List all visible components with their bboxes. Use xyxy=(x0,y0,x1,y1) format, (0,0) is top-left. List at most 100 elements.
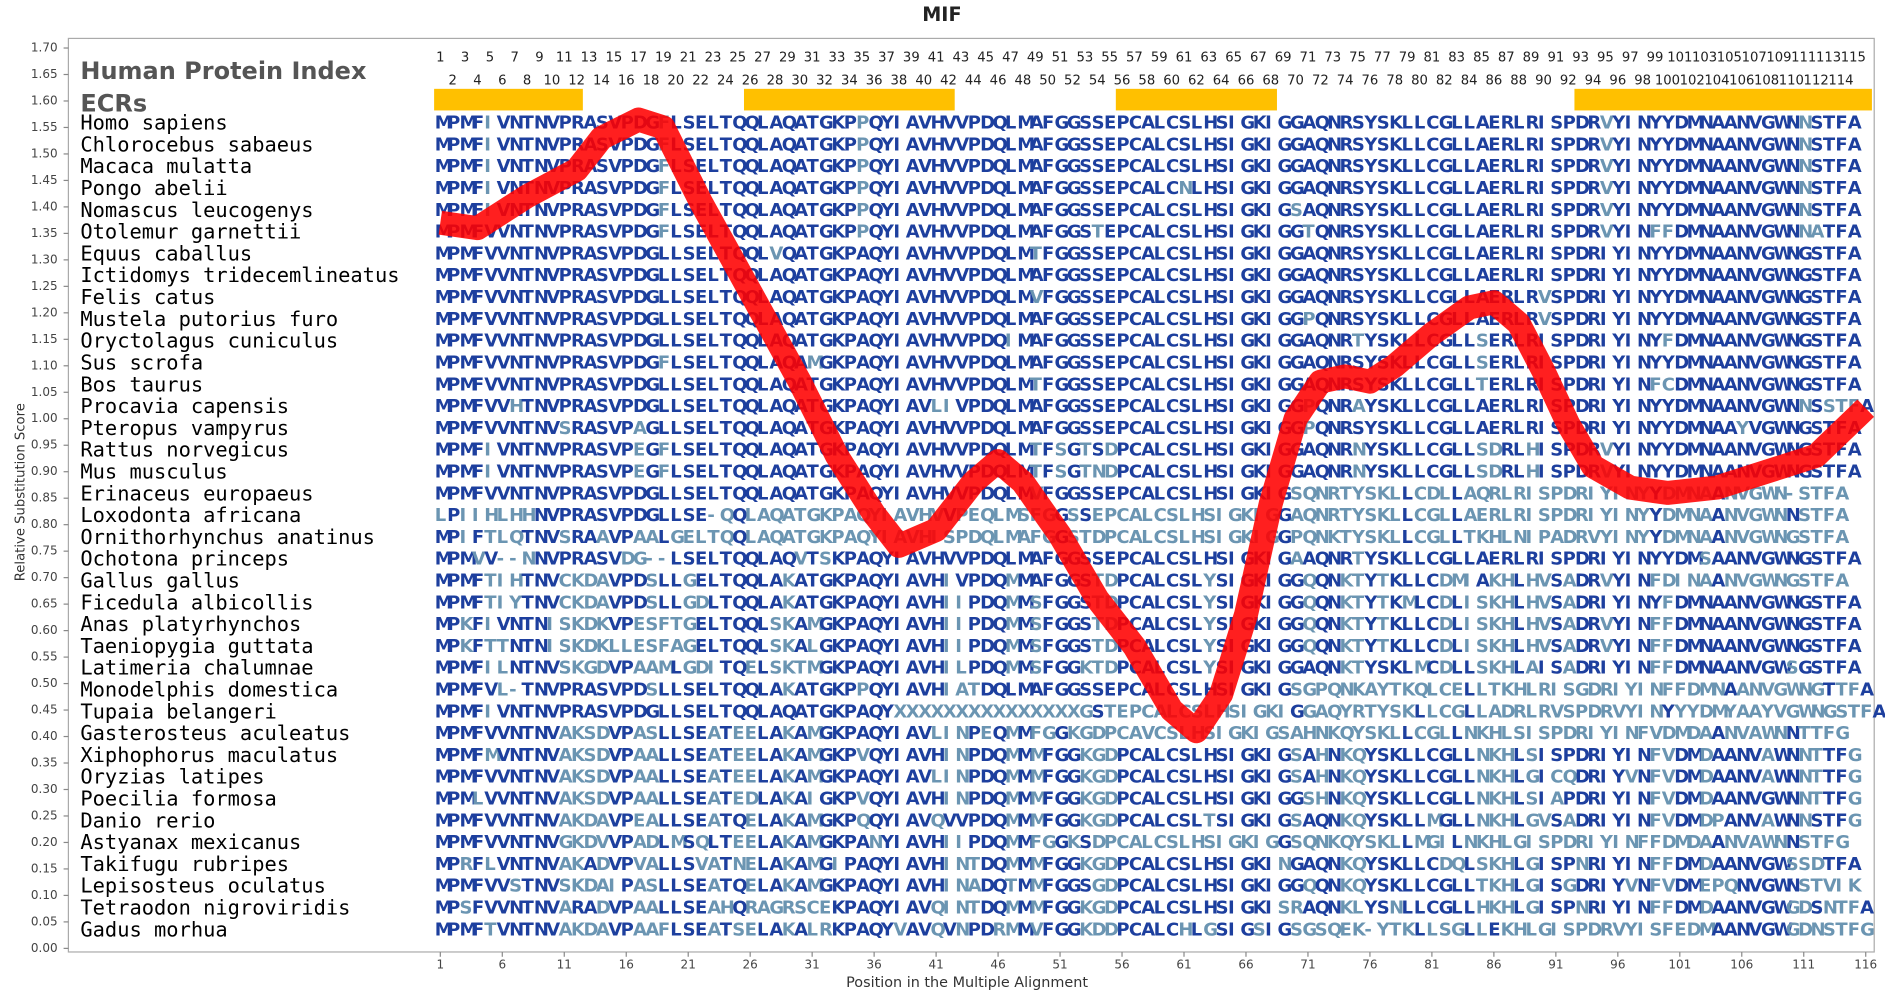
residue: S xyxy=(1030,636,1043,657)
residue: A xyxy=(1848,156,1862,177)
residue: T xyxy=(1823,549,1836,570)
residue: G xyxy=(1240,178,1255,199)
human-index: 12 xyxy=(568,73,585,88)
residue: T xyxy=(720,679,733,700)
residue: P xyxy=(621,222,634,243)
residue: P xyxy=(1116,745,1129,766)
residue: D xyxy=(1674,243,1689,264)
residue: I xyxy=(1538,222,1545,243)
residue: C xyxy=(1129,461,1142,482)
residue: K xyxy=(1389,113,1404,134)
residue: L xyxy=(1154,113,1165,134)
residue: I xyxy=(1265,156,1272,177)
residue: F xyxy=(472,440,484,461)
residue: S xyxy=(1811,810,1824,831)
plot-frame xyxy=(67,37,1875,953)
residue: V xyxy=(918,113,932,134)
residue: H xyxy=(931,243,946,264)
residue: I xyxy=(1538,897,1545,918)
residue: M xyxy=(1017,222,1035,243)
residue: C xyxy=(1426,570,1439,591)
residue: S xyxy=(1216,287,1229,308)
residue: G xyxy=(819,222,834,243)
residue: G xyxy=(1439,134,1454,155)
residue: L xyxy=(658,396,669,417)
residue: G xyxy=(819,178,834,199)
residue: T xyxy=(1811,505,1824,526)
residue: I xyxy=(484,134,491,155)
residue: S xyxy=(1538,483,1551,504)
residue: S xyxy=(1377,745,1390,766)
residue: T xyxy=(521,636,534,657)
residue: S xyxy=(683,549,696,570)
residue: I xyxy=(1228,745,1235,766)
residue: P xyxy=(856,134,869,155)
residue: T xyxy=(484,592,497,613)
residue: C xyxy=(1129,134,1142,155)
residue: Y xyxy=(1661,243,1676,264)
residue: I xyxy=(1625,614,1632,635)
residue: R xyxy=(571,222,585,243)
residue: F xyxy=(1042,156,1054,177)
residue: E xyxy=(732,767,744,788)
residue: S xyxy=(1178,745,1191,766)
residue: P xyxy=(1116,440,1129,461)
residue: G xyxy=(1067,156,1082,177)
residue: S xyxy=(1216,745,1229,766)
residue: F xyxy=(1042,876,1054,897)
residue: I xyxy=(1587,723,1594,744)
residue: S xyxy=(1092,156,1105,177)
residue: N xyxy=(1736,156,1751,177)
species-name: Takifugu rubripes xyxy=(80,852,289,876)
residue: E xyxy=(745,745,757,766)
residue: E xyxy=(695,440,707,461)
residue: I xyxy=(1600,810,1607,831)
residue: L xyxy=(1191,919,1202,940)
sequence: MPMFVVNTNVAKSDVPAALLSEATEELAKAMGKPAQYI AV… xyxy=(435,767,1863,788)
residue: T xyxy=(1823,265,1836,286)
residue: F xyxy=(1835,810,1847,831)
residue: T xyxy=(1389,679,1402,700)
human-index: 58 xyxy=(1138,73,1155,88)
residue: S xyxy=(1092,309,1105,330)
residue: I xyxy=(893,156,900,177)
residue: I xyxy=(943,745,950,766)
residue: P xyxy=(844,658,857,679)
residue: T xyxy=(807,549,820,570)
residue: P xyxy=(968,658,981,679)
residue: S xyxy=(1253,919,1266,940)
residue: L xyxy=(670,113,681,134)
residue: P xyxy=(447,461,460,482)
residue: L xyxy=(1463,897,1474,918)
residue: I xyxy=(893,200,900,221)
residue: L xyxy=(1414,178,1425,199)
residue: C xyxy=(1129,309,1142,330)
residue: L xyxy=(1451,767,1462,788)
residue: G xyxy=(1439,200,1454,221)
human-index: 30 xyxy=(791,73,808,88)
residue: S xyxy=(1178,156,1191,177)
residue: T xyxy=(720,440,733,461)
residue: L xyxy=(1501,483,1512,504)
residue: P xyxy=(1290,527,1303,548)
residue: G xyxy=(819,134,834,155)
residue: S xyxy=(1092,374,1105,395)
residue: S xyxy=(1823,919,1836,940)
residue: I xyxy=(1625,658,1632,679)
residue: P xyxy=(968,570,981,591)
residue: P xyxy=(968,134,981,155)
residue: D xyxy=(1674,113,1689,134)
residue: P xyxy=(1563,265,1576,286)
residue: S xyxy=(1290,483,1303,504)
residue: L xyxy=(1191,200,1202,221)
residue: L xyxy=(1402,745,1413,766)
residue: F xyxy=(658,352,670,373)
residue: E xyxy=(819,897,831,918)
residue: L xyxy=(658,723,669,744)
residue: E xyxy=(1104,549,1116,570)
residue: V xyxy=(497,156,511,177)
residue: F xyxy=(1835,592,1847,613)
residue: S xyxy=(1216,352,1229,373)
residue: C xyxy=(1426,440,1439,461)
